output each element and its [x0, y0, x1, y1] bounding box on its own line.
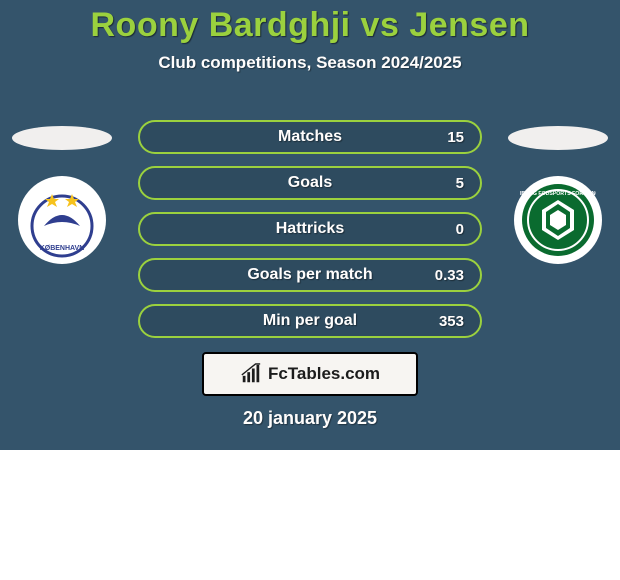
page-subtitle: Club competitions, Season 2024/2025: [0, 53, 620, 73]
fc-copenhagen-icon: KØBENHAVN: [24, 182, 100, 258]
stat-value-right: 5: [424, 175, 464, 192]
stat-label: Min per goal: [196, 312, 424, 330]
stat-row: Matches15: [138, 120, 482, 154]
stat-value-right: 0.33: [424, 267, 464, 284]
player-marker-left: [12, 126, 112, 150]
club-badge-right: VIBORG FODSPORTS FORENING: [514, 176, 602, 264]
stat-value-right: 353: [424, 313, 464, 330]
player-marker-right: [508, 126, 608, 150]
svg-text:KØBENHAVN: KØBENHAVN: [40, 245, 85, 252]
stat-value-right: 15: [424, 129, 464, 146]
stat-label: Matches: [196, 128, 424, 146]
brand-text: FcTables.com: [268, 364, 380, 384]
stat-row: Goals per match0.33: [138, 258, 482, 292]
stat-label: Goals per match: [196, 266, 424, 284]
club-badge-left: KØBENHAVN: [18, 176, 106, 264]
date-text: 20 january 2025: [0, 408, 620, 429]
stat-value-right: 0: [424, 221, 464, 238]
stat-row: Hattricks0: [138, 212, 482, 246]
viborg-ff-icon: VIBORG FODSPORTS FORENING: [520, 182, 596, 258]
bar-chart-icon: [240, 363, 262, 385]
stat-label: Hattricks: [196, 220, 424, 238]
stat-row: Goals5: [138, 166, 482, 200]
stat-row: Min per goal353: [138, 304, 482, 338]
svg-text:VIBORG FODSPORTS FORENING: VIBORG FODSPORTS FORENING: [520, 191, 596, 197]
stat-label: Goals: [196, 174, 424, 192]
stats-list: Matches15 Goals5 Hattricks0 Goals per match…: [138, 120, 482, 350]
brand-box[interactable]: FcTables.com: [202, 352, 418, 396]
comparison-card: Roony Bardghji vs Jensen Club competitio…: [0, 0, 620, 450]
page-title: Roony Bardghji vs Jensen: [0, 0, 620, 45]
